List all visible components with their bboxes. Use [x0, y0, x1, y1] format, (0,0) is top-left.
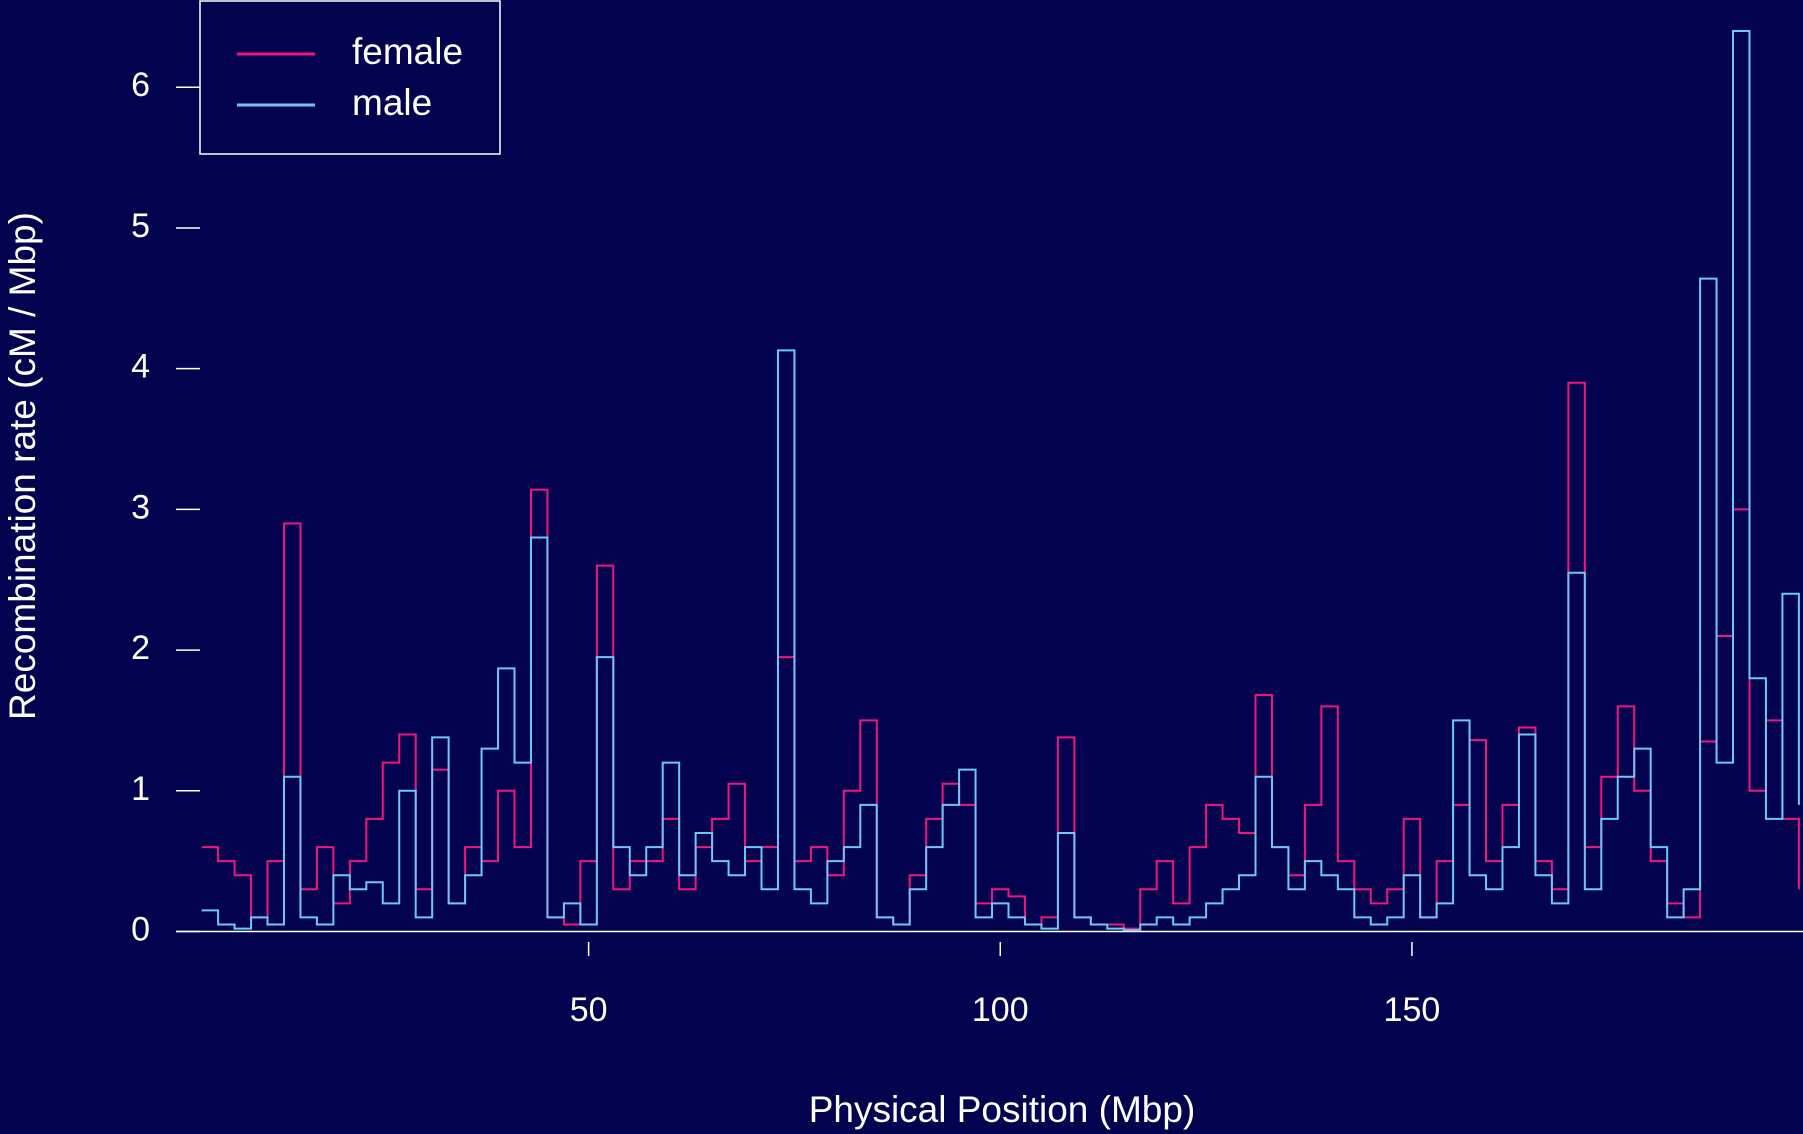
legend-label: male	[352, 82, 432, 123]
x-axis-label: Physical Position (Mbp)	[809, 1089, 1196, 1130]
y-tick-label: 4	[131, 348, 150, 386]
series-line	[201, 29, 1800, 932]
legend-box	[199, 0, 501, 155]
y-tick-label: 6	[131, 66, 150, 104]
y-tick-label: 3	[131, 488, 150, 526]
y-axis-label: Recombination rate (cM / Mbp)	[2, 212, 43, 720]
y-tick-label: 1	[131, 770, 150, 808]
x-tick-label: 100	[972, 991, 1029, 1029]
y-tick-label: 0	[131, 910, 150, 948]
x-tick-label: 150	[1384, 991, 1441, 1029]
x-tick-label: 50	[570, 991, 608, 1029]
y-tick-label: 5	[131, 207, 150, 245]
legend: female male	[199, 0, 501, 155]
legend-label: female	[352, 31, 463, 72]
y-tick-label: 2	[131, 629, 150, 667]
